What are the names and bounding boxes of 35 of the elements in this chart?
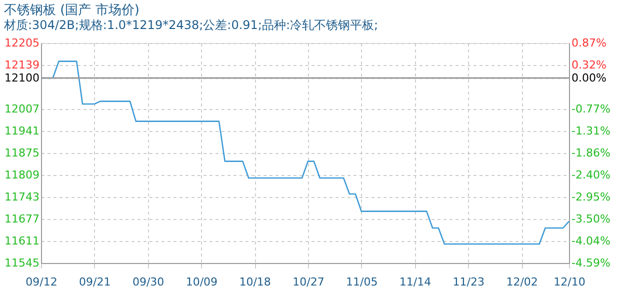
y-tick-label: 11545 (4, 256, 40, 270)
y2-tick-label: 0.00% (572, 72, 606, 85)
y2-tick-label: -0.77% (572, 102, 610, 116)
y-tick-label: 11743 (4, 190, 40, 204)
y2-tick-label: 0.32% (572, 58, 606, 72)
y2-tick-label: -4.04% (572, 234, 610, 248)
y-tick-label: 11809 (4, 168, 40, 182)
x-tick-label: 12/10 (554, 276, 586, 288)
y-tick-label: 12007 (4, 102, 40, 116)
y-tick-label: 11611 (4, 234, 40, 248)
x-tick-label: 10/27 (292, 276, 324, 288)
y-tick-label: 12205 (4, 36, 40, 50)
x-tick-label: 09/12 (26, 276, 58, 288)
x-tick-label: 10/18 (239, 276, 271, 288)
y2-tick-label: -2.40% (572, 168, 610, 182)
y-tick-label: 11875 (4, 146, 40, 160)
y2-tick-label: -1.31% (572, 124, 610, 138)
y-tick-label: 12100 (4, 72, 40, 84)
y-tick-label: 11677 (4, 212, 40, 226)
x-tick-label: 11/23 (452, 276, 484, 288)
x-tick-label: 09/21 (79, 276, 111, 288)
y2-tick-label: 0.87% (572, 36, 606, 50)
chart-subtitle: 材质:304/2B;规格:1.0*1219*2438;公差:0.91;品种:冷轧不锈钢平板; (3, 18, 378, 32)
y2-tick-label: -2.95% (572, 190, 610, 204)
chart-title: 不锈钢板 (国产 市场价) (4, 3, 140, 18)
x-tick-label: 12/02 (506, 276, 538, 288)
y-tick-label: 11941 (4, 124, 40, 138)
y2-tick-label: -1.86% (572, 146, 610, 160)
x-tick-label: 10/09 (186, 276, 218, 288)
x-tick-label: 11/05 (346, 276, 378, 288)
y2-tick-label: -4.59% (572, 256, 610, 270)
x-tick-label: 09/30 (132, 276, 164, 288)
y2-tick-label: -3.50% (572, 212, 610, 226)
y-tick-label: 12139 (4, 58, 40, 72)
x-tick-label: 11/14 (399, 276, 432, 288)
